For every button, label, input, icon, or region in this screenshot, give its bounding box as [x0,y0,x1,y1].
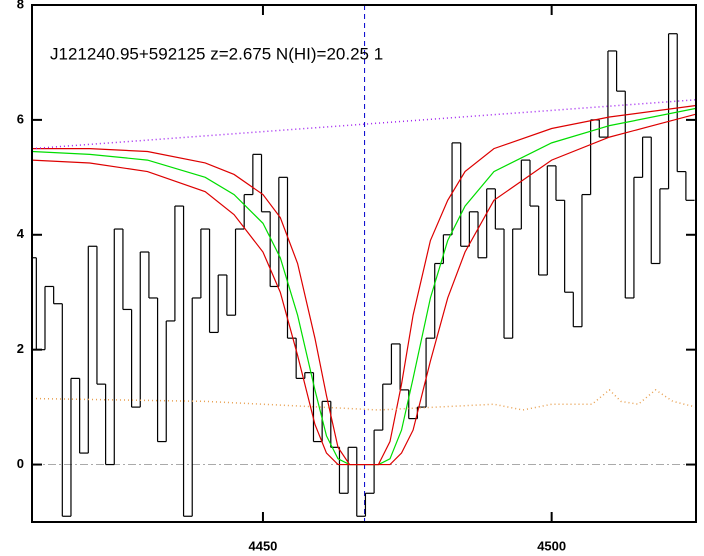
frame [31,4,697,523]
x-tick-label: 4450 [248,538,277,553]
y-tick-label: 6 [17,111,24,126]
y-tick-label: 0 [17,456,24,471]
x-tick-label: 4500 [537,538,566,553]
chart-title: J121240.95+592125 z=2.675 N(HI)=20.25 1 [50,44,383,63]
model-line [32,104,696,466]
dotted-line [32,99,696,150]
dotted-line [32,388,696,411]
model-line [32,107,696,466]
model-line [32,113,696,466]
plot-area [32,5,696,522]
y-tick-label: 4 [17,226,25,241]
flux-connector [35,33,687,517]
y-tick-label: 2 [17,341,24,356]
y-tick-label: 8 [17,0,24,11]
